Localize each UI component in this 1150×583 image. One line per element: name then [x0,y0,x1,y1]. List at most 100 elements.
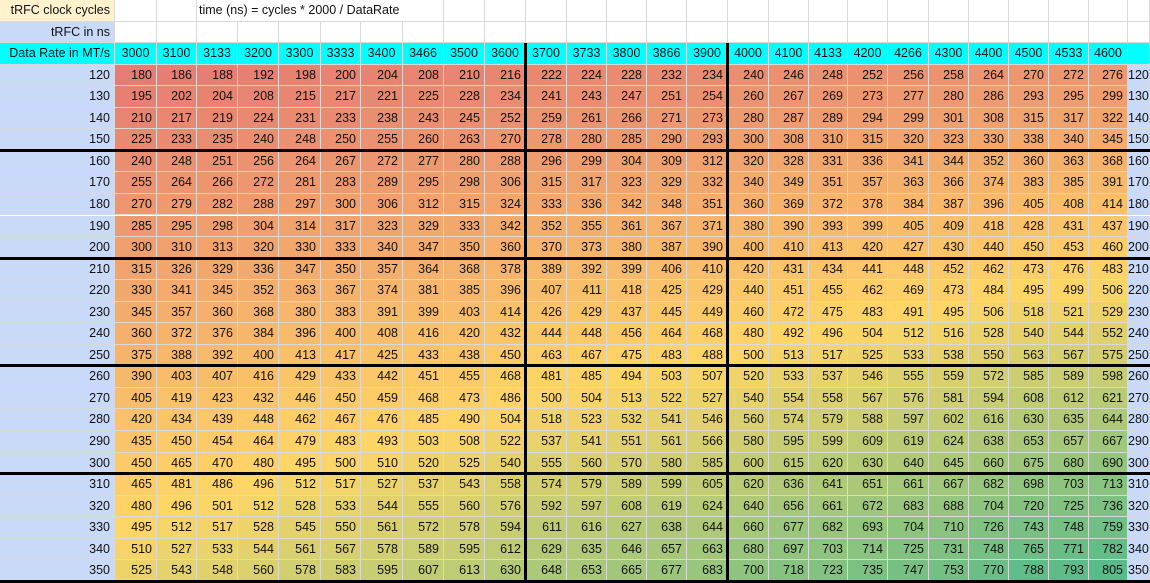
cycle-value[interactable]: 216 [485,64,526,87]
cycle-value[interactable]: 304 [607,150,647,173]
cycle-value[interactable]: 416 [238,366,279,388]
cycle-value[interactable]: 494 [607,366,647,388]
cycle-value[interactable]: 597 [888,409,929,431]
cycle-value[interactable]: 619 [888,431,929,453]
cycle-value[interactable]: 578 [361,538,403,561]
cycle-value[interactable]: 429 [567,301,607,324]
ns-row-label-right[interactable]: 210 [1128,258,1150,281]
cycle-value[interactable]: 488 [687,344,728,367]
cycle-value[interactable]: 517 [809,344,848,367]
cycle-value[interactable]: 301 [929,107,969,130]
cycle-value[interactable]: 675 [1009,452,1049,475]
empty-cell[interactable] [485,0,526,22]
cycle-value[interactable]: 550 [321,517,361,539]
cycle-value[interactable]: 595 [769,431,809,453]
cycle-value[interactable]: 378 [485,258,526,281]
ns-row-label[interactable]: 150 [0,129,115,151]
cycle-value[interactable]: 747 [888,560,929,582]
cycle-value[interactable]: 240 [238,129,279,151]
cycle-value[interactable]: 690 [1089,452,1128,475]
empty-cell[interactable] [115,0,157,22]
rate-header[interactable]: 3700 [526,43,567,65]
cycle-value[interactable]: 525 [444,452,485,475]
cycle-value[interactable]: 246 [769,64,809,87]
cycle-value[interactable]: 437 [607,301,647,324]
cycle-value[interactable]: 506 [1089,280,1128,302]
cycle-value[interactable]: 726 [969,517,1009,539]
empty-cell[interactable] [769,0,809,22]
cycle-value[interactable]: 512 [279,474,321,496]
ns-row-label[interactable]: 200 [0,237,115,259]
cycle-value[interactable]: 267 [769,86,809,108]
cycle-value[interactable]: 464 [647,323,687,345]
cycle-value[interactable]: 315 [1009,107,1049,130]
cycle-value[interactable]: 504 [485,409,526,431]
cycle-value[interactable]: 222 [526,64,567,87]
empty-cell[interactable] [279,0,321,22]
cycle-value[interactable]: 323 [361,215,403,238]
cycle-value[interactable]: 561 [279,538,321,561]
cycle-value[interactable]: 469 [888,280,929,302]
cycle-value[interactable]: 255 [361,129,403,151]
cycle-value[interactable]: 357 [157,301,197,324]
cycle-value[interactable]: 651 [848,474,888,496]
cycle-value[interactable]: 287 [769,107,809,130]
cycle-value[interactable]: 503 [403,431,444,453]
cycle-value[interactable]: 481 [526,366,567,388]
empty-cell[interactable] [1128,43,1150,65]
cycle-value[interactable]: 282 [197,193,238,216]
cycle-value[interactable]: 240 [728,64,769,87]
empty-cell[interactable] [848,0,888,22]
cycle-value[interactable]: 450 [1009,237,1049,259]
cycle-value[interactable]: 748 [969,538,1009,561]
cycle-value[interactable]: 280 [728,107,769,130]
cycle-value[interactable]: 630 [485,560,526,582]
cycle-value[interactable]: 446 [279,387,321,410]
cycle-value[interactable]: 476 [1049,258,1089,281]
empty-cell[interactable] [321,21,361,44]
cycle-value[interactable]: 455 [444,366,485,388]
cycle-value[interactable]: 520 [728,366,769,388]
cycle-value[interactable]: 491 [888,301,929,324]
ns-row-label[interactable]: 170 [0,172,115,194]
cycle-value[interactable]: 225 [403,86,444,108]
cycle-value[interactable]: 439 [197,409,238,431]
cycle-value[interactable]: 378 [848,193,888,216]
cycle-value[interactable]: 405 [115,387,157,410]
cycle-value[interactable]: 350 [321,258,361,281]
cycle-value[interactable]: 390 [687,237,728,259]
cycle-value[interactable]: 546 [848,366,888,388]
clock-cycles-label[interactable]: tRFC clock cycles [0,0,115,22]
cycle-value[interactable]: 660 [969,452,1009,475]
cycle-value[interactable]: 599 [647,474,687,496]
cycle-value[interactable]: 641 [809,474,848,496]
cycle-value[interactable]: 396 [279,323,321,345]
cycle-value[interactable]: 317 [567,172,607,194]
cycle-value[interactable]: 450 [115,452,157,475]
rate-header[interactable]: 3000 [115,43,157,65]
cycle-value[interactable]: 672 [848,495,888,518]
cycle-value[interactable]: 380 [607,237,647,259]
cycle-value[interactable]: 546 [687,409,728,431]
cycle-value[interactable]: 352 [969,150,1009,173]
cycle-value[interactable]: 516 [929,323,969,345]
cycle-value[interactable]: 192 [238,64,279,87]
rate-header[interactable]: 4533 [1049,43,1089,65]
cycle-value[interactable]: 333 [444,215,485,238]
cycle-value[interactable]: 371 [687,215,728,238]
ns-row-label[interactable]: 140 [0,107,115,130]
cycle-value[interactable]: 330 [115,280,157,302]
cycle-value[interactable]: 180 [115,64,157,87]
cycle-value[interactable]: 788 [1009,560,1049,582]
rate-header[interactable]: 4600 [1089,43,1128,65]
cycle-value[interactable]: 465 [115,474,157,496]
cycle-value[interactable]: 462 [969,258,1009,281]
cycle-value[interactable]: 188 [197,64,238,87]
cycle-value[interactable]: 272 [238,172,279,194]
cycle-value[interactable]: 592 [526,495,567,518]
cycle-value[interactable]: 403 [157,366,197,388]
cycle-value[interactable]: 595 [361,560,403,582]
cycle-value[interactable]: 238 [361,107,403,130]
cycle-value[interactable]: 473 [444,387,485,410]
cycle-value[interactable]: 667 [929,474,969,496]
